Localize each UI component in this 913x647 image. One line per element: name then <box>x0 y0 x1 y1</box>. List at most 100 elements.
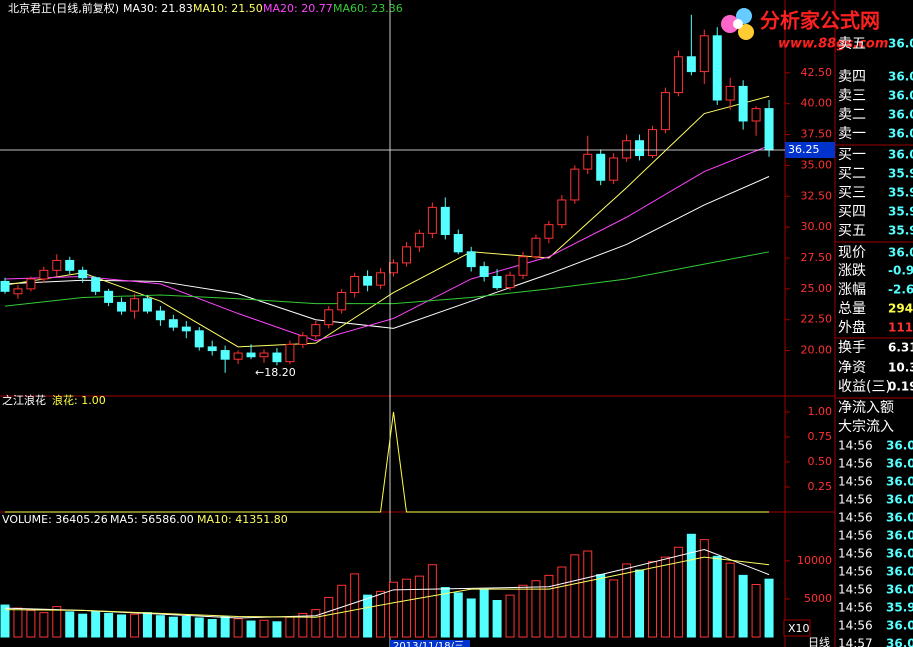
volume-bar <box>570 554 580 638</box>
tick-time: 14:56 <box>838 583 873 597</box>
candle-body <box>130 298 139 312</box>
quote-value: 36.0 <box>888 70 913 84</box>
volume-bar <box>751 584 761 638</box>
candle-body <box>142 298 152 312</box>
tick-price: 36.0 <box>886 583 913 597</box>
candle-body <box>26 278 36 290</box>
volume-bar <box>311 609 321 638</box>
y-tick-label: 37.50 <box>801 128 833 141</box>
indicator-line <box>5 411 770 513</box>
legend-entry: 浪花: 1.00 <box>52 393 106 407</box>
volume-ma-line <box>4 556 770 618</box>
quote-label: 卖五 <box>838 36 866 52</box>
volume-bar <box>660 556 670 638</box>
candle-body <box>596 153 606 181</box>
tick-price: 36.0 <box>886 511 913 525</box>
tick-price: 36.0 <box>886 493 913 507</box>
candle-body <box>414 232 424 248</box>
quote-value: 35.9 <box>888 224 913 238</box>
tick-time: 14:56 <box>838 475 873 489</box>
legend-entry: MA20: 20.77 <box>263 2 333 15</box>
logo-url: www.88gs.com <box>778 37 888 52</box>
low-annotation: ←18.20 <box>255 366 296 379</box>
candle-body <box>78 269 88 279</box>
candle-body <box>712 35 722 101</box>
y-tick-label: 0.25 <box>808 480 833 493</box>
volume-bar <box>259 619 269 638</box>
candle-body <box>298 335 308 345</box>
candle-body <box>65 259 75 271</box>
quote-label: 买四 <box>838 204 866 220</box>
candle-body <box>738 85 748 122</box>
candle-body <box>660 92 670 131</box>
quote-value: 35.9 <box>888 205 913 219</box>
y-tick-label: 30.00 <box>801 220 833 233</box>
candle-body <box>155 310 165 321</box>
volume-bar <box>764 578 774 638</box>
tick-time: 14:56 <box>838 601 873 615</box>
candle-body <box>505 274 515 289</box>
quote-value: 36.0 <box>888 246 913 260</box>
volume-bar <box>725 562 735 638</box>
quote-label: 买一 <box>838 147 866 163</box>
candle-body <box>725 85 735 101</box>
legend-entry: MA30: 21.83 <box>123 2 193 15</box>
candle-body <box>0 280 10 292</box>
volume-bar <box>557 566 567 638</box>
volume-bar <box>246 620 256 638</box>
candle-body <box>609 157 619 181</box>
volume-bar <box>324 596 334 638</box>
unit-box <box>783 619 811 637</box>
candle-body <box>52 259 62 271</box>
volume-bar <box>453 592 463 638</box>
logo-petal <box>721 15 739 33</box>
logo-petal <box>738 24 754 40</box>
candle-body <box>492 276 502 289</box>
volume-bar <box>104 612 114 638</box>
y-tick-label: 40.00 <box>801 97 833 110</box>
logo-petal <box>733 19 743 29</box>
y-tick-label: 27.50 <box>801 251 833 264</box>
volume-bar <box>285 616 295 638</box>
volume-bar <box>712 555 722 638</box>
candle-body <box>104 290 114 303</box>
tick-time: 14:56 <box>838 493 873 507</box>
quote-label: 涨幅 <box>838 282 866 298</box>
candle-body <box>285 343 295 363</box>
candle-body <box>337 292 347 311</box>
tick-time: 14:56 <box>838 439 873 453</box>
candle-body <box>427 206 437 234</box>
chart-title: 北京君正(日线,前复权) <box>8 1 119 15</box>
volume-bar <box>479 589 489 638</box>
tick-time: 14:56 <box>838 529 873 543</box>
candle-body <box>686 56 696 73</box>
candle-body <box>699 35 709 73</box>
volume-bar <box>91 610 101 638</box>
y-tick-label: 20.00 <box>801 344 833 357</box>
candle-body <box>751 108 761 122</box>
volume-bar <box>583 550 593 638</box>
candle-body <box>207 346 217 352</box>
volume-bar <box>52 606 62 638</box>
y-tick-label: 0.50 <box>808 455 833 468</box>
quote-value: 36.0 <box>888 127 913 141</box>
volume-bar <box>518 584 528 638</box>
volume-bar <box>26 609 36 638</box>
y-tick-label: 22.50 <box>801 313 833 326</box>
volume-bar <box>207 619 217 638</box>
candle-body <box>259 352 269 358</box>
candle-body <box>233 352 243 360</box>
volume-bar <box>78 613 88 638</box>
candle-body <box>453 234 463 253</box>
quote-label: 卖四 <box>838 69 866 85</box>
volume-bar <box>376 590 386 638</box>
tick-price: 36.0 <box>886 475 913 489</box>
candle-body <box>583 153 593 170</box>
volume-bar <box>466 598 476 638</box>
candle-body <box>168 319 178 328</box>
y-tick-label: 5000 <box>804 592 832 605</box>
tick-time: 14:57 <box>838 637 873 647</box>
volume-bar <box>168 616 178 638</box>
candle-body <box>389 262 398 274</box>
candle-body <box>635 140 645 157</box>
